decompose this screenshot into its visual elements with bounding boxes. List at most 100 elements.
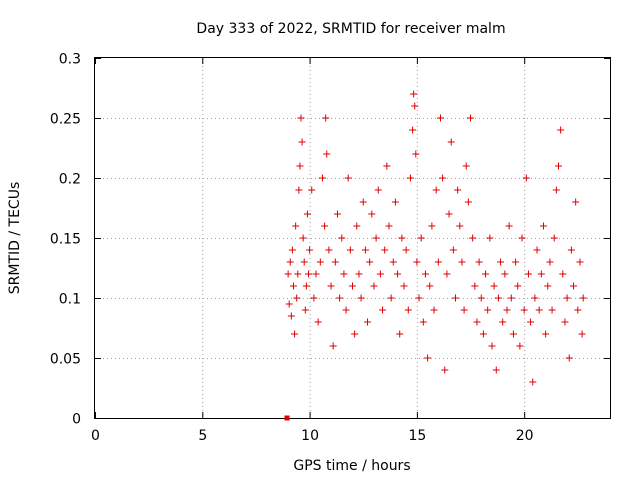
data-point: [471, 282, 479, 290]
data-point: [379, 306, 387, 314]
data-point: [323, 150, 331, 158]
data-point: [306, 246, 314, 254]
data-point: [385, 222, 393, 230]
data-point: [482, 270, 490, 278]
x-tick-label: 20: [516, 428, 534, 444]
data-point: [439, 174, 447, 182]
x-tick-label: 10: [301, 428, 319, 444]
data-point: [402, 246, 410, 254]
data-point: [381, 246, 389, 254]
data-point: [342, 306, 350, 314]
data-point: [391, 198, 399, 206]
data-point: [535, 306, 543, 314]
data-point: [287, 312, 295, 320]
data-point: [415, 294, 423, 302]
data-point: [338, 234, 346, 242]
data-point: [357, 294, 365, 302]
data-point: [432, 186, 440, 194]
data-point: [297, 114, 305, 122]
data-point: [364, 318, 372, 326]
data-point: [303, 210, 311, 218]
y-axis-label: SRMTID / TECUs: [7, 182, 23, 295]
data-point: [406, 174, 414, 182]
data-point: [368, 210, 376, 218]
data-point: [286, 258, 294, 266]
data-point: [479, 330, 487, 338]
data-point: [456, 222, 464, 230]
data-point: [527, 318, 535, 326]
data-point: [284, 270, 292, 278]
data-point: [430, 306, 438, 314]
data-points: [284, 90, 587, 421]
data-point: [340, 270, 348, 278]
y-tick-label: 0.2: [59, 172, 81, 188]
data-point: [475, 258, 483, 266]
data-point: [346, 246, 354, 254]
data-point: [305, 270, 313, 278]
y-tick-label: 0.1: [59, 292, 81, 308]
data-point: [424, 354, 432, 362]
data-point: [514, 282, 522, 290]
data-point: [567, 246, 575, 254]
data-point: [299, 234, 307, 242]
data-point: [314, 318, 322, 326]
data-point: [289, 282, 297, 290]
data-point: [421, 270, 429, 278]
data-point: [458, 258, 466, 266]
data-point: [300, 258, 308, 266]
data-point: [426, 282, 434, 290]
data-point: [409, 126, 417, 134]
data-point: [436, 114, 444, 122]
data-point: [308, 186, 316, 194]
data-point: [359, 198, 367, 206]
data-point: [516, 342, 524, 350]
data-point: [503, 306, 511, 314]
data-point: [520, 306, 528, 314]
data-point: [462, 162, 470, 170]
data-point: [333, 210, 341, 218]
data-point: [512, 258, 520, 266]
data-point: [387, 294, 395, 302]
data-point: [477, 294, 485, 302]
data-point: [550, 234, 558, 242]
data-point: [570, 282, 578, 290]
data-point: [394, 270, 402, 278]
data-point: [351, 330, 359, 338]
x-tick-label: 0: [91, 428, 100, 444]
data-point: [537, 270, 545, 278]
data-point: [529, 378, 537, 386]
data-point: [533, 246, 541, 254]
y-tick-label: 0.25: [50, 112, 81, 128]
data-point: [312, 270, 320, 278]
data-point: [544, 282, 552, 290]
grid-lines: [95, 58, 610, 418]
data-point: [372, 234, 380, 242]
data-point: [370, 282, 378, 290]
data-point: [329, 342, 337, 350]
data-point: [449, 246, 457, 254]
data-point: [546, 258, 554, 266]
data-point: [505, 222, 513, 230]
data-point: [344, 174, 352, 182]
data-point: [412, 150, 420, 158]
chart-title: Day 333 of 2022, SRMTID for receiver mal…: [196, 21, 505, 37]
data-point: [296, 162, 304, 170]
data-point: [383, 162, 391, 170]
data-point: [428, 222, 436, 230]
data-point: [292, 222, 300, 230]
data-point: [404, 306, 412, 314]
data-point: [484, 306, 492, 314]
axis-ticks: 0 5 10 15 20 0 0.05 0.1 0.15 0.2 0.25 0.3: [50, 52, 610, 444]
data-point: [507, 294, 515, 302]
plot-frame: [94, 57, 611, 419]
data-point: [563, 294, 571, 302]
data-point: [419, 318, 427, 326]
y-tick-label: 0.15: [50, 232, 81, 248]
data-point: [578, 330, 586, 338]
data-point: [524, 270, 532, 278]
data-point: [572, 198, 580, 206]
data-point: [518, 234, 526, 242]
data-point: [316, 258, 324, 266]
data-point: [559, 270, 567, 278]
